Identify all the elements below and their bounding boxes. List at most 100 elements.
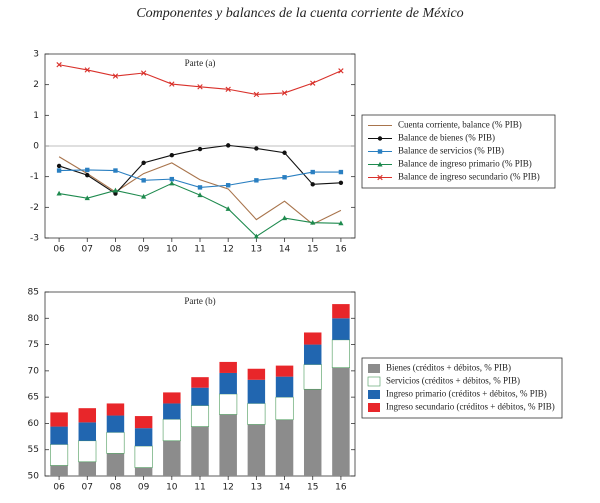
point — [197, 146, 203, 152]
y-tick-label: 1 — [33, 111, 39, 121]
bar-segment — [247, 403, 266, 425]
bar-segment — [50, 465, 68, 476]
legend-label: Bienes (créditos + débitos, % PIB) — [386, 363, 511, 373]
point — [282, 150, 287, 155]
legend-box — [361, 114, 556, 189]
x-tick-label: 06 — [53, 483, 65, 493]
point — [377, 161, 383, 167]
point — [338, 169, 344, 175]
legend-label: Ingreso secundario (créditos + débitos, … — [386, 402, 555, 412]
bar-segment — [134, 428, 153, 447]
point — [225, 183, 231, 188]
bar-segment — [106, 432, 125, 454]
bar-segment — [190, 405, 210, 427]
y-tick-label: 85 — [28, 288, 39, 298]
point — [377, 136, 383, 141]
x-tick-label: 12 — [222, 483, 233, 493]
point — [56, 168, 62, 173]
legend-swatch — [367, 376, 381, 387]
y-tick-label: 0 — [33, 142, 39, 152]
legend-label: Servicios (créditos + débitos, % PIB) — [386, 376, 520, 386]
point — [338, 68, 344, 74]
bar-segment — [50, 412, 68, 427]
point — [169, 180, 175, 186]
point — [254, 146, 259, 151]
bar-segment — [191, 377, 209, 388]
bar-segment — [332, 304, 350, 319]
bar-segment — [331, 339, 350, 369]
bar-segment — [78, 422, 97, 441]
y-tick-label: 80 — [28, 314, 40, 324]
y-tick-label: 50 — [28, 472, 40, 482]
point — [141, 160, 146, 166]
x-tick-label: 07 — [82, 245, 93, 255]
x-tick-label: 14 — [279, 483, 291, 493]
point — [282, 175, 287, 180]
bar-segment — [247, 379, 266, 404]
bar-segment — [247, 368, 266, 380]
bar-segment — [219, 372, 237, 394]
x-tick-label: 11 — [194, 483, 205, 493]
y-tick-label: -1 — [30, 172, 39, 182]
x-tick-label: 07 — [82, 483, 93, 493]
point — [225, 143, 231, 148]
x-tick-label: 08 — [110, 483, 122, 493]
point — [169, 153, 175, 158]
y-tick-label: 70 — [28, 366, 40, 376]
point — [85, 167, 90, 173]
y-tick-label: 3 — [33, 50, 39, 60]
x-tick-label: 13 — [251, 483, 262, 493]
y-tick-label: -3 — [30, 234, 39, 244]
x-tick-label: 11 — [194, 245, 205, 255]
x-tick-label: 09 — [138, 483, 150, 493]
legend-label: Balance de servicios (% PIB) — [398, 146, 504, 156]
point — [169, 176, 175, 182]
y-tick-label: 2 — [33, 80, 39, 90]
point — [84, 195, 90, 201]
bar-segment — [275, 365, 294, 377]
point — [225, 206, 231, 211]
bar-segment — [191, 387, 209, 406]
bar-segment — [219, 361, 237, 373]
x-tick-label: 09 — [138, 245, 150, 255]
point — [310, 182, 315, 187]
point — [169, 81, 175, 87]
point — [84, 67, 90, 73]
x-tick-label: 10 — [166, 245, 178, 255]
point — [338, 220, 344, 226]
point — [56, 62, 62, 68]
legend-label: Balance de ingreso primario (% PIB) — [398, 159, 532, 169]
point — [377, 149, 383, 154]
legend-box — [361, 357, 563, 419]
bar-segment — [163, 392, 181, 404]
y-tick-label: 65 — [28, 393, 39, 403]
bar-segment — [332, 318, 350, 340]
legend-swatch — [368, 403, 380, 412]
bar-segment — [303, 332, 322, 345]
x-tick-label: 15 — [307, 245, 318, 255]
bar-segment — [50, 426, 68, 445]
bar-segment — [163, 403, 181, 420]
y-tick-label: 55 — [28, 445, 39, 455]
panel-title: Parte (b) — [184, 296, 215, 306]
point — [141, 178, 146, 183]
x-tick-label: 12 — [222, 245, 233, 255]
point — [310, 169, 315, 175]
bar-segment — [78, 461, 97, 476]
bar-segment — [162, 418, 181, 442]
x-tick-label: 16 — [335, 483, 347, 493]
bar-segment — [78, 440, 97, 463]
point — [85, 172, 90, 178]
bar-segment — [134, 467, 153, 476]
point — [197, 84, 203, 90]
x-tick-label: 13 — [251, 245, 262, 255]
point — [310, 80, 316, 86]
point — [112, 73, 119, 79]
bar-segment — [50, 444, 69, 466]
point — [112, 187, 119, 193]
bar-segment — [219, 414, 237, 476]
y-tick-label: 75 — [28, 340, 39, 350]
bar-segment — [275, 376, 294, 398]
x-tick-label: 08 — [110, 245, 122, 255]
bar-segment — [106, 415, 125, 433]
